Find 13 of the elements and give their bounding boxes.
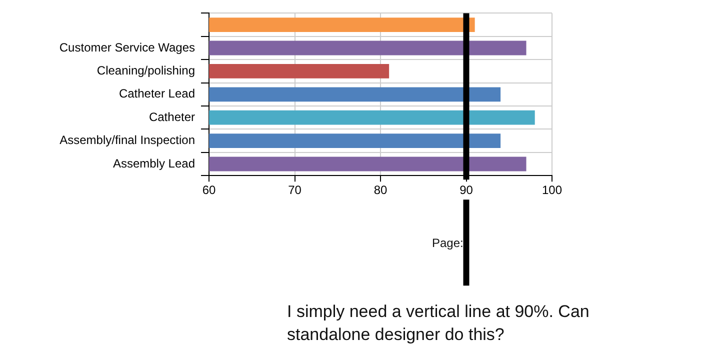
y-tick-label: Catheter [148,110,195,124]
x-tick-label: 70 [288,183,302,198]
y-tick-label: Assembly Lead [112,156,195,170]
x-tick-label: 90 [460,183,474,198]
text: I simply need a vertical line at 90%. Can standalone designer do this? [287,301,590,346]
text: Page: [432,236,464,250]
x-tick-label: 60 [202,183,216,198]
x-tick-label: 80 [374,183,388,198]
x-tick-label: 100 [542,183,562,198]
y-tick-label: Catheter Lead [118,86,195,101]
y-tick-label: Customer Service Wages [59,40,195,54]
y-tick-label: Assembly/final Inspection [60,133,195,148]
y-tick-label: Cleaning/polishing [96,64,195,78]
